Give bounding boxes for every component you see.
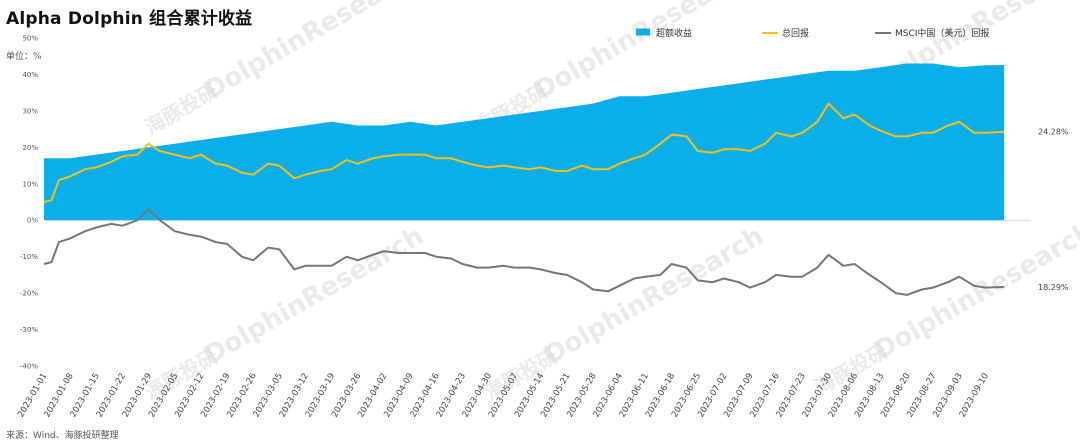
legend: 超额收益 总回报 MSCI中国（美元）回报 xyxy=(636,27,989,39)
line-series-layer: 24.28% 18.29% xyxy=(43,102,1069,296)
legend-item: MSCI中国（美元）回报 xyxy=(875,27,989,39)
legend-label: 总回报 xyxy=(782,27,809,39)
legend-label: 超额收益 xyxy=(656,27,692,39)
msci-china-return-line xyxy=(43,208,1005,296)
y-tick-label: 30% xyxy=(22,107,38,115)
legend-item: 超额收益 xyxy=(636,27,692,39)
y-tick-label: 40% xyxy=(22,71,38,79)
y-tick-label: -20% xyxy=(20,290,38,298)
y-tick-label: -40% xyxy=(20,363,38,371)
y-tick-label: 0% xyxy=(27,217,38,225)
msci-china-end-label: 18.29% xyxy=(1038,283,1069,292)
watermark-en: DolphinResearch xyxy=(539,221,769,371)
unit-label: 单位：% xyxy=(6,52,42,62)
y-tick-label: -30% xyxy=(20,326,38,334)
total-return-end-label: 24.28% xyxy=(1038,128,1069,137)
y-tick-label: 20% xyxy=(22,144,38,152)
excess-return-area xyxy=(44,63,1005,221)
legend-label: MSCI中国（美元）回报 xyxy=(895,27,989,39)
y-tick-label: 10% xyxy=(22,180,38,188)
y-tick-label: -10% xyxy=(20,253,38,261)
watermark-en: DolphinResearch xyxy=(199,0,429,106)
legend-item: 总回报 xyxy=(762,27,809,39)
excess-return-area-layer xyxy=(44,63,1005,221)
y-tick-label: 50% xyxy=(22,35,38,43)
legend-swatch-excess xyxy=(636,28,650,36)
total-return-line xyxy=(43,102,1005,203)
watermark-en: DolphinResearch xyxy=(199,221,429,371)
source-note: 来源：Wind、海豚投研整理 xyxy=(6,431,119,441)
chart-title: Alpha Dolphin 组合累计收益 xyxy=(6,9,253,29)
